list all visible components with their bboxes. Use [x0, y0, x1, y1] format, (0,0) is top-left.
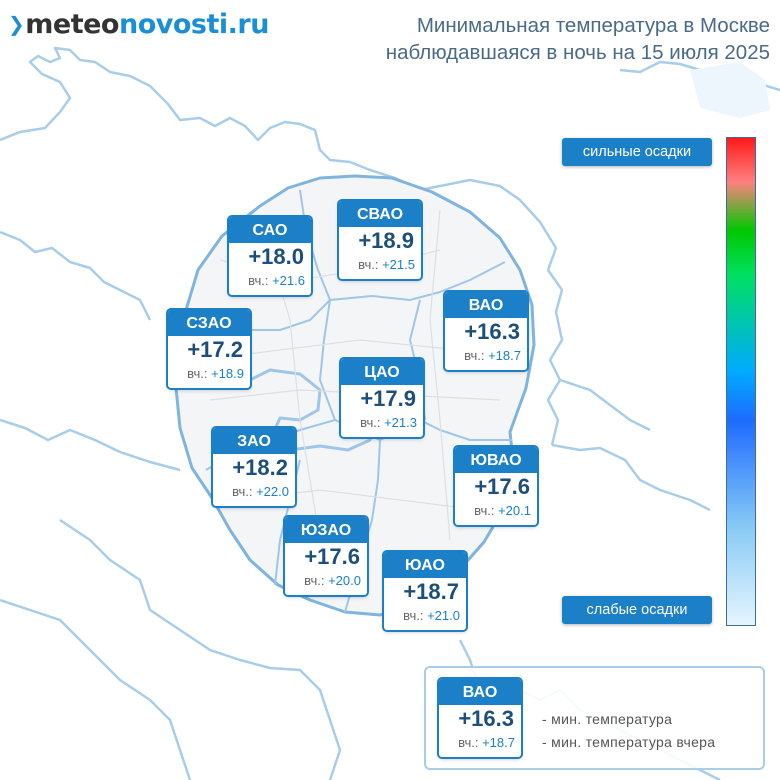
district-yesterday-row: вч.: +18.7	[445, 346, 527, 368]
district-yesterday-row: вч.: +18.9	[168, 364, 250, 386]
legend-yesterday-temp: +18.7	[482, 735, 515, 750]
district-min-temp: +17.6	[474, 474, 530, 499]
region-border	[59, 518, 342, 780]
district-yesterday-row: вч.: +21.5	[339, 255, 421, 277]
district-card-zao: ЗАО +18.2 вч.: +22.0	[213, 428, 295, 506]
district-yesterday-temp: +21.5	[382, 257, 415, 272]
legend-min-temp-yesterday-text: - мин. температура вчера	[542, 734, 716, 750]
district-yesterday-row: вч.: +21.0	[384, 606, 466, 628]
district-card-yuvao: ЮВАО +17.6 вч.: +20.1	[455, 447, 537, 525]
district-border	[419, 419, 512, 441]
district-yesterday-row: вч.: +20.1	[455, 501, 537, 523]
district-yesterday-row: вч.: +22.0	[213, 482, 295, 504]
district-card-sao: САО +18.0 вч.: +21.6	[229, 217, 311, 295]
district-name: ЮВАО	[455, 447, 537, 473]
logo[interactable]: ❯meteonovosti.ru	[8, 8, 269, 41]
district-name: ЦАО	[341, 359, 423, 385]
precipitation-color-scale	[726, 137, 756, 626]
district-yesterday-row: вч.: +21.6	[229, 271, 311, 293]
region-border	[0, 230, 152, 321]
district-yesterday-temp: +21.6	[272, 273, 305, 288]
district-yesterday-row: вч.: +20.0	[285, 571, 367, 593]
district-min-temp: +17.6	[304, 544, 360, 569]
yesterday-label: вч.:	[474, 503, 495, 518]
yesterday-label: вч.:	[248, 273, 269, 288]
district-card-tsao: ЦАО +17.9 вч.: +21.3	[341, 359, 423, 437]
district-card-szao: СЗАО +17.2 вч.: +18.9	[168, 310, 250, 388]
district-yesterday-temp: +21.3	[384, 415, 417, 430]
district-min-temp: +18.0	[248, 244, 304, 269]
district-yesterday-temp: +18.7	[488, 348, 521, 363]
district-name: ЮЗАО	[285, 517, 367, 543]
district-name: СВАО	[339, 201, 421, 227]
region-border	[0, 418, 181, 472]
yesterday-label: вч.:	[187, 366, 208, 381]
region-border	[0, 46, 421, 192]
yesterday-label: вч.:	[360, 415, 381, 430]
district-name: ЗАО	[213, 428, 295, 454]
yesterday-label: вч.:	[304, 573, 325, 588]
legend-min-temp-text: - мин. температура	[542, 711, 673, 727]
district-yesterday-temp: +20.0	[328, 573, 361, 588]
yesterday-label: вч.:	[403, 608, 424, 623]
title-line-1: Минимальная температура в Москве	[416, 14, 770, 37]
page-title: Минимальная температура в Москве наблюда…	[386, 12, 770, 66]
legend-yesterday-row: вч.: +18.7	[439, 733, 521, 755]
logo-text-meteo: meteo	[25, 9, 119, 40]
district-min-temp: +17.9	[360, 386, 416, 411]
yesterday-label: вч.:	[358, 257, 379, 272]
district-yesterday-temp: +21.0	[427, 608, 460, 623]
logo-text-novosti: novosti.ru	[118, 9, 269, 40]
district-name: ЮАО	[384, 552, 466, 578]
yesterday-label: вч.:	[458, 735, 479, 750]
district-min-temp: +18.9	[358, 228, 414, 253]
legend-district-name: ВАО	[439, 679, 521, 705]
district-card-yuzao: ЮЗАО +17.6 вч.: +20.0	[285, 517, 367, 595]
district-card-yuao: ЮАО +18.7 вч.: +21.0	[384, 552, 466, 630]
district-card-vao: ВАО +16.3 вч.: +18.7	[445, 292, 527, 370]
district-card-svao: СВАО +18.9 вч.: +21.5	[339, 201, 421, 279]
region-border	[0, 598, 192, 780]
region-border	[559, 378, 651, 432]
district-yesterday-temp: +22.0	[256, 484, 289, 499]
yesterday-label: вч.:	[464, 348, 485, 363]
yesterday-label: вч.:	[232, 484, 253, 499]
scale-label-strong: сильные осадки	[562, 138, 712, 166]
scale-label-weak: слабые осадки	[562, 596, 712, 624]
title-line-2: наблюдавшаяся в ночь на 15 июля 2025	[385, 41, 770, 64]
region-border	[551, 443, 711, 512]
district-yesterday-temp: +20.1	[498, 503, 531, 518]
district-min-temp: +18.2	[232, 455, 288, 480]
district-border	[329, 261, 506, 301]
district-name: СЗАО	[168, 310, 250, 336]
legend-example-card: ВАО +16.3 вч.: +18.7	[439, 679, 521, 757]
district-name: ВАО	[445, 292, 527, 318]
logo-mark-icon: ❯	[8, 12, 25, 36]
district-min-temp: +16.3	[464, 319, 520, 344]
district-yesterday-temp: +18.9	[211, 366, 244, 381]
legend-min-temp: +16.3	[458, 706, 514, 731]
district-yesterday-row: вч.: +21.3	[341, 413, 423, 435]
district-border	[299, 189, 331, 301]
district-name: САО	[229, 217, 311, 243]
district-min-temp: +18.7	[403, 579, 459, 604]
district-min-temp: +17.2	[187, 337, 243, 362]
region-border	[419, 178, 564, 446]
